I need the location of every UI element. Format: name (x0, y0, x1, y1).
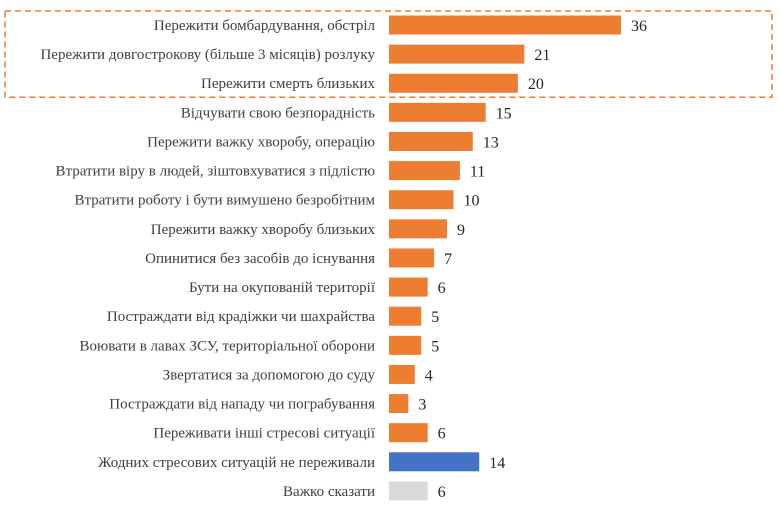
data-label: 10 (463, 193, 479, 210)
bar (389, 248, 435, 268)
data-label: 36 (631, 18, 647, 35)
bar (389, 15, 621, 35)
bar (389, 131, 473, 151)
data-label: 9 (457, 222, 465, 239)
category-label: Пережити важку хворобу, операцію (147, 134, 375, 150)
category-label: Звертатися за допомогою до суду (163, 367, 376, 383)
category-label: Пережити довгострокову (більше 3 місяців… (40, 47, 375, 63)
data-label: 3 (418, 397, 426, 414)
bar (389, 335, 422, 355)
data-label: 6 (438, 280, 446, 297)
category-label: Жодних стресових ситуацій не переживали (98, 455, 375, 471)
category-label: Втратити віру в людей, зіштовхуватися з … (56, 164, 375, 180)
bar (389, 306, 422, 326)
data-label: 6 (438, 484, 446, 501)
data-label: 15 (496, 105, 512, 122)
data-label: 5 (431, 338, 439, 355)
bar (389, 394, 409, 414)
bar (389, 102, 486, 122)
category-label: Пережити смерть близьких (201, 76, 375, 92)
category-label: Втратити роботу і бути вимушено безробіт… (75, 193, 376, 209)
data-label: 11 (470, 164, 485, 181)
bar (389, 219, 447, 239)
category-label: Важко сказати (283, 484, 375, 500)
category-label: Переживати інші стресові ситуації (153, 426, 375, 442)
data-label: 7 (444, 251, 452, 268)
data-label: 4 (425, 367, 433, 384)
data-label: 13 (483, 134, 499, 151)
bar (389, 452, 480, 472)
category-label: Воювати в лавах ЗСУ, територіальної обор… (80, 338, 375, 354)
category-label: Бути на окупованій території (189, 280, 376, 296)
bar (389, 161, 460, 181)
bar (389, 277, 428, 297)
data-label: 20 (528, 76, 544, 93)
data-label: 5 (431, 309, 439, 326)
data-label: 14 (489, 455, 505, 472)
data-label: 21 (534, 47, 550, 64)
bar (389, 190, 454, 210)
category-label: Постраждати від крадіжки чи шахрайства (107, 309, 375, 325)
category-label: Пережити важку хворобу близьких (151, 222, 376, 238)
bar (389, 423, 428, 443)
category-label: Опинитися без засобів до існування (145, 251, 375, 267)
category-label: Відчувати свою безпорадність (181, 105, 375, 121)
category-label: Постраждати від нападу чи пограбування (109, 397, 375, 413)
bar (389, 364, 415, 384)
category-label: Пережити бомбардування, обстріл (154, 18, 376, 34)
bar (389, 44, 525, 64)
bar (389, 481, 428, 501)
highlight-box (4, 10, 773, 98)
data-label: 6 (438, 426, 446, 443)
bar (389, 73, 518, 93)
